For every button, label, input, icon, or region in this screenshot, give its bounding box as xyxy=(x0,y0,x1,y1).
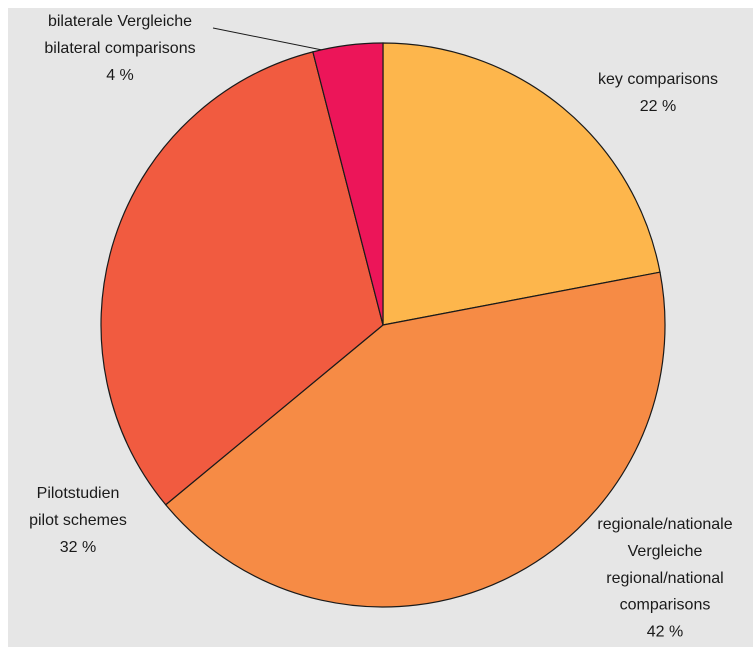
slice-label: regionale/nationale xyxy=(597,516,732,533)
slice-label: regional/national xyxy=(606,570,723,587)
value-label: 42 % xyxy=(647,623,683,640)
value-label: 32 % xyxy=(60,539,96,556)
slice-label: key comparisons xyxy=(598,71,718,88)
slice-label: bilaterale Vergleiche xyxy=(48,13,192,30)
value-label: 4 % xyxy=(106,67,134,84)
pie-slice xyxy=(312,42,384,326)
slice-label: comparisons xyxy=(620,597,711,614)
pie-slice xyxy=(164,271,666,608)
slice-label: Vergleiche xyxy=(628,543,703,560)
slice-label: Pilotstudien xyxy=(37,485,120,502)
pie-slice xyxy=(100,51,384,506)
slice-label: pilot schemes xyxy=(29,512,127,529)
value-label: 22 % xyxy=(640,98,676,115)
pie-slice xyxy=(382,42,661,326)
slice-label: bilateral comparisons xyxy=(44,40,195,57)
